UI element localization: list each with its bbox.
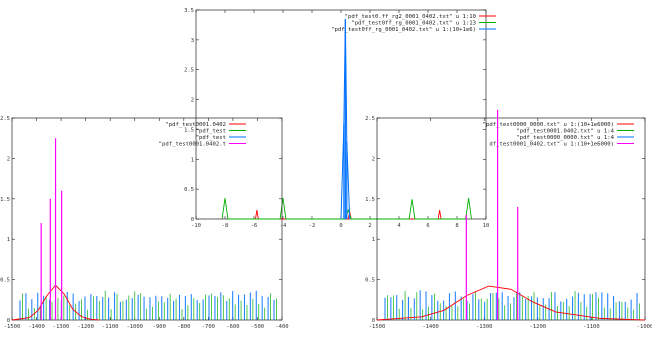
bottom-left-chart: 0 0.5 1 1.5 2 2.5 -1500 -1400 -1300 -1200 -1100 -10… bbox=[0, 116, 289, 330]
x-tick-label: -1400 bbox=[28, 324, 45, 330]
x-tick-label: -4 bbox=[280, 223, 287, 229]
x-tick-label: -1000 bbox=[126, 324, 143, 330]
y-tick-label: 0 bbox=[7, 318, 10, 324]
x-tick-label: -400 bbox=[275, 324, 288, 330]
x-tick-label: -1300 bbox=[476, 324, 493, 330]
y-tick-label: 2 bbox=[7, 156, 10, 162]
y-tick-label: 2.5 bbox=[184, 68, 194, 74]
y-tick-label: 1.5 bbox=[0, 197, 10, 203]
x-tick-label: -1200 bbox=[77, 324, 94, 330]
y-tick-label: 1 bbox=[191, 157, 194, 163]
x-tick-label: -6 bbox=[251, 223, 258, 229]
y-tick-label: 3.5 bbox=[184, 8, 194, 14]
legend-label: "pdf_test0001.0402 bbox=[165, 122, 226, 128]
legend-label: "pdf_test0000_0000.txt" u 1:4 bbox=[516, 135, 614, 141]
y-tick-label: 1.5 bbox=[184, 127, 194, 133]
y-tick-label: 0 bbox=[372, 318, 375, 324]
x-tick-label: -800 bbox=[177, 324, 190, 330]
x-tick-label: 8 bbox=[455, 223, 458, 229]
y-tick-label: 3 bbox=[191, 38, 194, 44]
x-tick-label: -1100 bbox=[583, 324, 600, 330]
series-line bbox=[11, 284, 100, 321]
legend-label: df_test0001_0402.txt" u 1:(10+1e6000) bbox=[489, 142, 614, 148]
y-tick-label: 0 bbox=[191, 217, 194, 223]
y-tick-label: 1.5 bbox=[365, 197, 375, 203]
x-tick-label: 0 bbox=[339, 223, 342, 229]
y-tick-label: 0.5 bbox=[0, 278, 10, 284]
legend-label: "pdf_test0ff_rg_0001_0402.txt" u 1:(10+1… bbox=[331, 27, 476, 33]
x-tick-label: -700 bbox=[202, 324, 215, 330]
x-tick-label: -1200 bbox=[530, 324, 547, 330]
x-tick-label: 4 bbox=[397, 223, 401, 229]
series-line bbox=[340, 18, 351, 220]
legend-label: "pdf_test0001.0402.txt" u 1:4 bbox=[516, 129, 614, 135]
plot-frame bbox=[11, 117, 283, 321]
y-tick-label: 2 bbox=[191, 98, 194, 104]
x-tick-label: -2 bbox=[309, 223, 316, 229]
y-tick-label: 1 bbox=[7, 237, 10, 243]
x-tick-label: 6 bbox=[426, 223, 429, 229]
legend-label: "pdf_test bbox=[196, 129, 226, 135]
x-tick-label: -10 bbox=[191, 223, 201, 229]
y-tick-label: 2.5 bbox=[0, 116, 10, 122]
y-tick-label: 1 bbox=[372, 237, 375, 243]
legend-label: "pdf_test0ff_rg_0001_0402.txt" u 1:13 bbox=[351, 21, 476, 27]
legend-label: "pdf_test0.ff_rg2_0001_0402.txt" u 1:10 bbox=[345, 14, 476, 20]
x-tick-label: -1000 bbox=[637, 324, 652, 330]
x-tick-label: 2 bbox=[368, 223, 371, 229]
y-tick-label: 2.5 bbox=[365, 116, 375, 122]
y-tick-label: 2 bbox=[372, 156, 375, 162]
top-center-chart: 0 0.5 1 1.5 2 2.5 3 3.5 -10 -8 -6 -4 -2 0 2 4 6 8 10 "pdf_t… bbox=[184, 8, 496, 229]
x-tick-label: -1300 bbox=[53, 324, 70, 330]
x-tick-label: -500 bbox=[251, 324, 264, 330]
x-tick-label: -8 bbox=[222, 223, 229, 229]
plot-frame bbox=[376, 117, 646, 321]
legend-label: "pdf_test0001.0402.t bbox=[159, 142, 226, 148]
x-tick-label: -600 bbox=[226, 324, 239, 330]
y-tick-label: 0.5 bbox=[365, 278, 375, 284]
series-line bbox=[376, 285, 646, 321]
x-tick-label: -1100 bbox=[102, 324, 119, 330]
x-tick-label: 10 bbox=[483, 223, 490, 229]
y-tick-label: 0.5 bbox=[184, 187, 194, 193]
x-tick-label: -1500 bbox=[369, 324, 386, 330]
x-tick-label: -1500 bbox=[4, 324, 21, 330]
series-line bbox=[221, 198, 472, 220]
x-tick-label: -900 bbox=[153, 324, 166, 330]
legend-label: "pdf_test0000_0000.txt" u 1:(10+1e6000) bbox=[483, 122, 614, 128]
legend-label: "pdf_test bbox=[196, 135, 226, 141]
bottom-right-chart: 0 0.5 1 1.5 2 2.5 -1500 -1400 -1300 -1200 -1100 -10… bbox=[365, 109, 652, 330]
x-tick-label: -1400 bbox=[422, 324, 439, 330]
